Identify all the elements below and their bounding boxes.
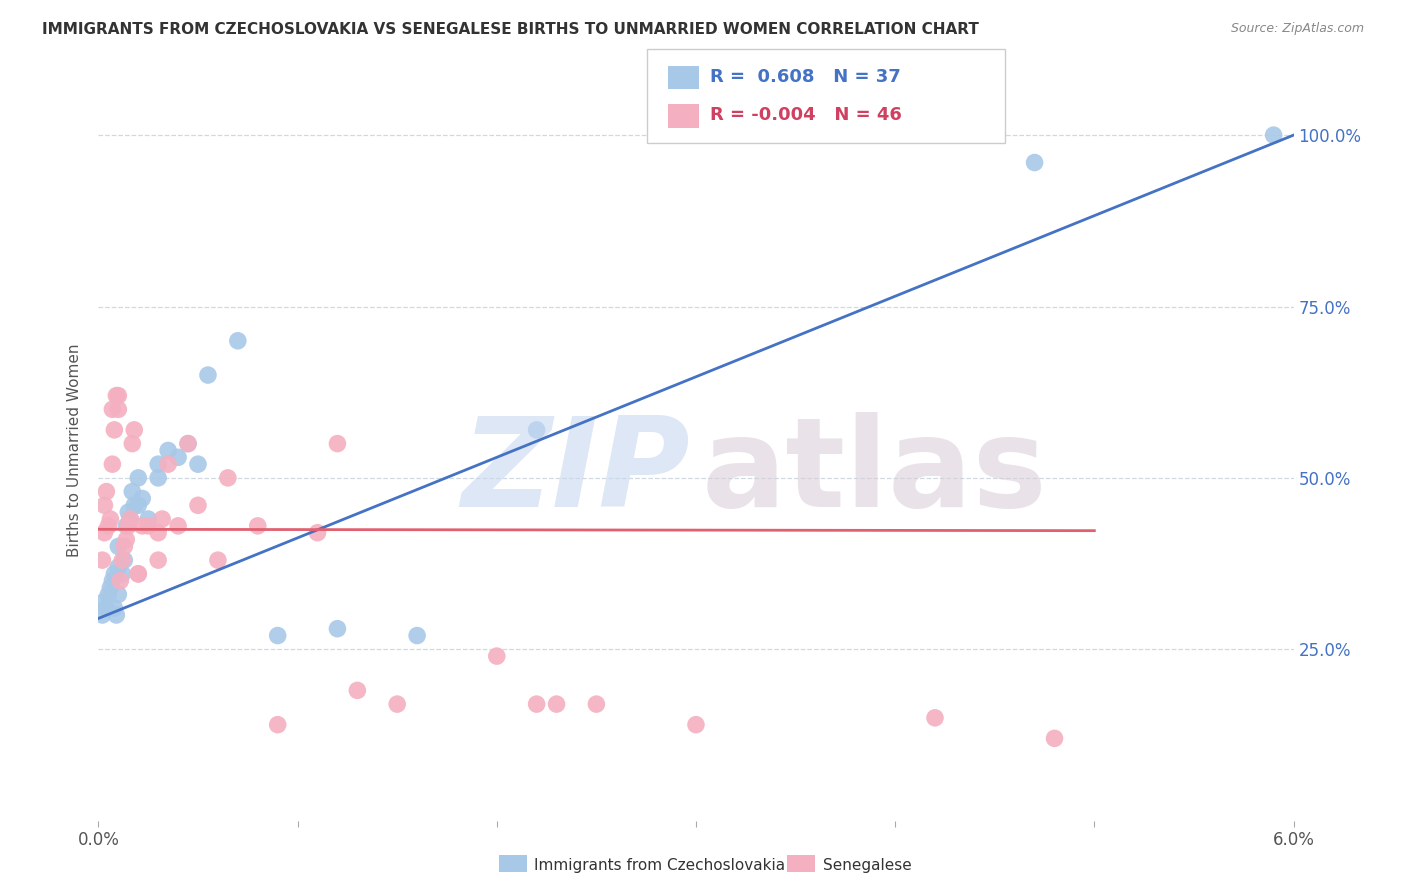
Point (107, 540, 129, 554)
Point (93, 525, 115, 540)
Point (105, 389, 128, 403)
Point (406, 628, 429, 642)
Point (120, 512, 142, 526)
Point (103, 566, 125, 581)
Point (112, 553, 135, 567)
Point (121, 484, 143, 499)
Point (924, 711, 946, 725)
Point (98, 581, 122, 595)
Point (103, 601, 125, 615)
Point (107, 560, 129, 574)
Point (1024, 155, 1046, 169)
Point (197, 368, 219, 382)
Point (1043, 731, 1066, 746)
Point (93, 498, 115, 512)
Point (93, 594, 115, 608)
Point (117, 505, 139, 519)
Text: Source: ZipAtlas.com: Source: ZipAtlas.com (1230, 22, 1364, 36)
Point (148, 457, 170, 471)
Point (346, 683, 368, 698)
Point (326, 436, 349, 450)
Point (685, 717, 707, 731)
Point (148, 471, 170, 485)
Point (226, 334, 249, 348)
Point (111, 553, 134, 567)
Point (326, 622, 349, 636)
Y-axis label: Births to Unmarried Women: Births to Unmarried Women (67, 343, 83, 558)
Point (103, 423, 125, 437)
Text: Immigrants from Czechoslovakia: Immigrants from Czechoslovakia (534, 858, 786, 872)
Point (115, 519, 138, 533)
Point (150, 512, 173, 526)
Point (167, 519, 190, 533)
Point (177, 436, 200, 450)
Text: R =  0.608   N = 37: R = 0.608 N = 37 (710, 68, 901, 86)
Point (127, 471, 149, 485)
Point (91, 607, 114, 622)
Point (585, 697, 607, 711)
Point (267, 628, 290, 642)
Point (101, 574, 124, 588)
Point (148, 525, 170, 540)
Point (120, 512, 142, 526)
Point (124, 498, 146, 512)
Point (148, 553, 170, 567)
Point (96, 484, 118, 499)
Text: ZIP: ZIP (461, 412, 690, 533)
Point (267, 717, 290, 731)
Point (526, 697, 548, 711)
Point (307, 525, 329, 540)
Point (157, 457, 180, 471)
Point (246, 519, 269, 533)
Text: atlas: atlas (702, 412, 1047, 533)
Point (526, 423, 548, 437)
Point (131, 519, 153, 533)
Point (546, 697, 568, 711)
Point (385, 697, 409, 711)
Point (136, 512, 159, 526)
Point (101, 402, 124, 417)
Text: Senegalese: Senegalese (823, 858, 911, 872)
Point (110, 574, 132, 588)
Point (217, 471, 239, 485)
Point (167, 450, 190, 465)
Point (107, 389, 129, 403)
Point (111, 566, 134, 581)
Point (136, 519, 159, 533)
Point (98, 512, 122, 526)
Point (101, 457, 124, 471)
Point (112, 540, 135, 554)
Point (121, 436, 143, 450)
Point (157, 443, 180, 458)
Point (96, 601, 118, 615)
Point (1263, 128, 1285, 142)
Point (117, 519, 139, 533)
Point (485, 649, 508, 664)
Point (97, 587, 120, 601)
Point (115, 533, 138, 547)
Point (97, 519, 120, 533)
Text: IMMIGRANTS FROM CZECHOSLOVAKIA VS SENEGALESE BIRTHS TO UNMARRIED WOMEN CORRELATI: IMMIGRANTS FROM CZECHOSLOVAKIA VS SENEGA… (42, 22, 979, 37)
Point (127, 566, 149, 581)
Point (124, 423, 146, 437)
Point (187, 498, 209, 512)
Point (207, 553, 229, 567)
Point (131, 491, 153, 506)
Point (127, 498, 149, 512)
Point (187, 457, 209, 471)
Point (107, 587, 129, 601)
Point (91, 553, 114, 567)
Point (107, 402, 129, 417)
Point (105, 607, 128, 622)
Point (127, 566, 149, 581)
Text: R = -0.004   N = 46: R = -0.004 N = 46 (710, 106, 901, 124)
Point (177, 436, 200, 450)
